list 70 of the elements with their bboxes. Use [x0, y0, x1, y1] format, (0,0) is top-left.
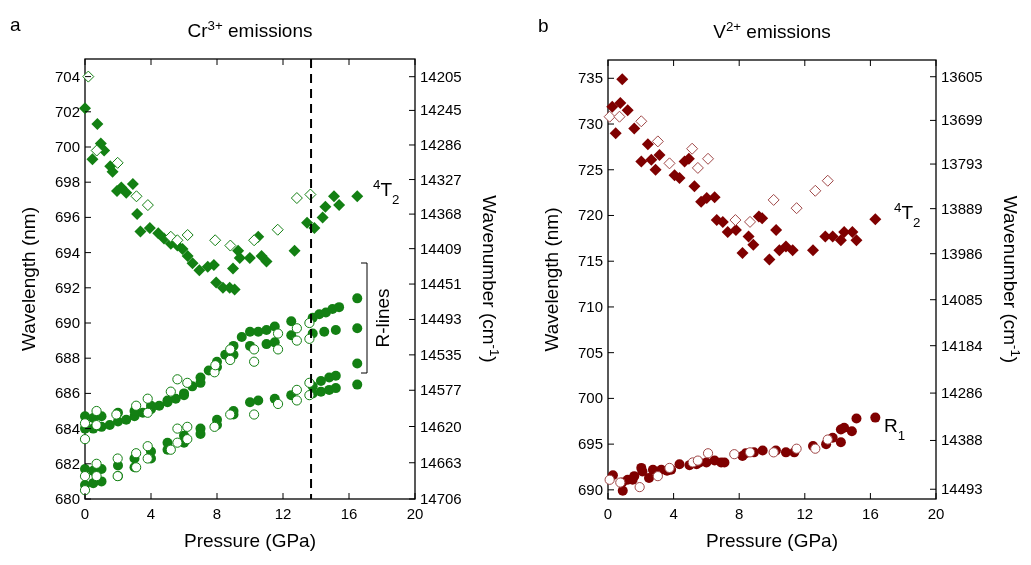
x-tick-label: 20 — [406, 505, 424, 522]
x-tick-label: 8 — [212, 505, 222, 522]
x-tick-label: 4 — [669, 505, 678, 522]
y-tick-label: 715 — [577, 252, 603, 270]
x-tick-label: 12 — [274, 505, 292, 522]
y2-tick-label: 14184 — [941, 336, 983, 354]
y-tick-label: 690 — [577, 480, 603, 498]
y-tick-label: 704 — [54, 67, 80, 85]
y-tick-label: 698 — [54, 173, 80, 191]
y2-tick-label: 14327 — [420, 170, 462, 188]
annotation: $^{4}$T$_{2}$ — [373, 176, 400, 207]
y-tick-label: 694 — [54, 243, 80, 261]
y2-tick-label: 14493 — [420, 310, 462, 328]
x-axis-title: Pressure (GPa) — [184, 530, 316, 551]
y2-tick-label: 14663 — [420, 453, 462, 471]
y2-tick-label: 14620 — [420, 417, 462, 435]
chart-title: V$^{2+}$ emissions — [713, 18, 831, 42]
x-tick-label: 16 — [862, 505, 879, 522]
y-tick-label: 730 — [577, 115, 603, 133]
text: b — [538, 15, 549, 36]
y2-tick-label: 14245 — [420, 101, 462, 119]
y2-tick-label: 14451 — [420, 275, 462, 293]
y2-tick-label: 14706 — [420, 490, 462, 507]
x-tick-label: 16 — [340, 505, 358, 522]
y-tick-label: 705 — [577, 343, 603, 361]
y2-tick-label: 14535 — [420, 345, 462, 363]
y-tick-label: 725 — [577, 160, 603, 178]
y-tick-label: 692 — [54, 278, 80, 296]
y2-tick-label: 14577 — [420, 381, 462, 399]
y2-tick-label: 14205 — [420, 67, 462, 85]
y-tick-label: 700 — [54, 138, 80, 155]
y2-tick-label: 14493 — [941, 480, 983, 498]
y-tick-label: 710 — [577, 297, 603, 315]
y2-tick-label: 13889 — [941, 199, 983, 217]
annotation: R-lines — [372, 288, 393, 348]
y-tick-label: 680 — [54, 490, 80, 507]
y2-tick-label: 14286 — [420, 135, 462, 153]
y-axis-title: Wavelength (nm) — [541, 207, 562, 352]
x-tick-label: 0 — [603, 505, 613, 522]
annotation: R$_{1}$ — [884, 415, 906, 443]
x-tick-label: 4 — [146, 505, 156, 522]
y-tick-label: 720 — [577, 206, 603, 224]
y-tick-label: 686 — [54, 384, 80, 402]
y2-tick-label: 14368 — [420, 205, 462, 223]
y-tick-label: 702 — [54, 102, 80, 120]
y-tick-label: 700 — [577, 389, 603, 407]
x-axis-title: Pressure (GPa) — [706, 530, 838, 551]
chart-title: Cr$^{3+}$ emissions — [187, 17, 313, 41]
annotation: $^{4}$T$_{2}$ — [894, 199, 921, 230]
y2-tick-label: 14085 — [941, 290, 983, 308]
x-tick-label: 8 — [735, 505, 744, 522]
y-tick-label: 695 — [577, 435, 603, 453]
y-tick-label: 682 — [54, 454, 80, 472]
y2-tick-label: 14409 — [420, 239, 462, 257]
x-tick-label: 0 — [80, 505, 90, 522]
y2-tick-label: 14286 — [941, 384, 983, 402]
y-tick-label: 690 — [54, 314, 80, 331]
y-tick-label: 684 — [54, 419, 80, 437]
y2-tick-label: 13793 — [941, 155, 983, 173]
y2-tick-label: 13699 — [941, 111, 983, 129]
y-axis-title: Wavelength (nm) — [18, 207, 39, 351]
y2-tick-label: 14388 — [941, 431, 983, 449]
y-tick-label: 696 — [54, 208, 80, 226]
x-tick-label: 12 — [796, 505, 814, 522]
y2-tick-label: 13605 — [941, 67, 983, 85]
y2-tick-label: 13986 — [941, 244, 983, 262]
x-tick-label: 20 — [927, 505, 945, 522]
y-tick-label: 735 — [577, 69, 603, 87]
text: a — [10, 14, 21, 35]
y-tick-label: 688 — [54, 349, 80, 367]
